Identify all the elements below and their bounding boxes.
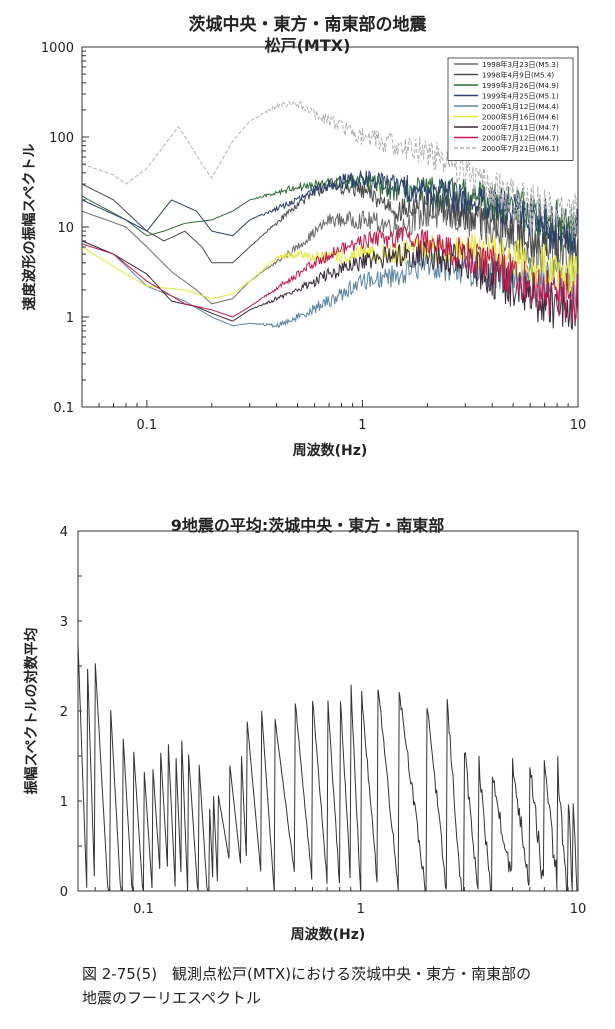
chart2-x-axis-label: 周波数(Hz)	[291, 926, 366, 943]
legend-entry: 2000年5月16日(M4.6)	[482, 113, 559, 122]
legend-entry: 2000年7月21日(M6.1)	[482, 144, 559, 153]
chart2-series-line-1	[77, 643, 578, 893]
chart1-x-tick-label: 1	[358, 418, 366, 433]
chart1-x-axis-label: 周波数(Hz)	[293, 442, 368, 459]
chart1-y-tick-label: 10	[57, 221, 74, 236]
chart2-y-tick-label: 0	[60, 885, 68, 900]
chart2-axes: 0.1 1 10 0 1 2 3 4 周波数(Hz) 振幅スペクトルの対数平均	[23, 525, 586, 943]
legend-entry: 1998年4月9日(M5.4)	[482, 71, 554, 80]
chart2-x-tick-label: 0.1	[133, 902, 154, 917]
chart2-title: 9地震の平均:茨城中央・東方・南東部	[170, 516, 445, 535]
chart2-x-tick-label: 1	[357, 902, 365, 917]
chart1-series-line-9	[81, 100, 579, 241]
chart1-x-tick-label: 0.1	[137, 418, 158, 433]
legend-entry: 1999年3月26日(M4.9)	[482, 81, 559, 90]
legend-entry: 1999年4月25日(M5.1)	[482, 92, 559, 101]
chart2-y-tick-label: 2	[60, 705, 68, 720]
chart2-y-tick-label: 1	[60, 795, 68, 810]
chart1-subtitle: 松戸(MTX)	[264, 36, 351, 55]
chart1-series-line-7	[81, 240, 579, 330]
chart2-x-tick-label: 10	[570, 902, 587, 917]
chart1-y-axis-label: 速度波形の振幅スペクトル	[21, 143, 38, 310]
legend-entry: 2000年7月12日(M4.7)	[482, 134, 559, 143]
chart2-y-tick-label: 3	[60, 615, 68, 630]
chart1-y-tick-label: 0.1	[53, 401, 74, 416]
chart1-y-tick-label: 1	[66, 311, 74, 326]
chart1-series-line-8	[81, 226, 579, 323]
figure-caption-line2: 地震のフーリエスペクトル	[82, 989, 261, 1007]
legend-entry: 2000年1月12日(M4.4)	[482, 102, 559, 111]
chart1-curves	[81, 100, 579, 330]
chart1-axes: 0.1 1 10 0.1 1 10 100 1000 周波数(Hz) 速度波形の振幅スペクトル	[21, 41, 586, 459]
chart1-legend: 1998年3月23日(M5.3) 1998年4月9日(M5.4)1999年3月26…	[447, 57, 574, 161]
chart2-y-axis-label: 振幅スペクトルの対数平均	[23, 627, 40, 794]
chart1-series-line-4	[81, 170, 579, 254]
chart1-title: 茨城中央・東方・南東部の地震	[188, 15, 427, 35]
chart1-series-line-6	[81, 233, 579, 300]
chart1-series-line-1	[81, 200, 579, 305]
chart2-curves	[77, 643, 578, 893]
chart1-y-tick-label: 1000	[41, 41, 74, 56]
chart1-y-tick-label: 100	[49, 131, 74, 146]
legend-entry: 1998年3月23日(M5.3)	[482, 60, 559, 69]
legend-entry: 2000年7月11日(M4.7)	[482, 123, 559, 132]
chart2-plot: 0.1 1 10 0 1 2 3 4 周波数(Hz) 振幅スペクトルの対数平均	[23, 525, 586, 943]
figure-caption-line1: 図 2-75(5) 観測点松戸(MTX)における茨城中央・東方・南東部の	[82, 965, 532, 983]
chart1-x-tick-label: 10	[570, 418, 587, 433]
chart1-plot: 0.1 1 10 0.1 1 10 100 1000 周波数(Hz) 速度波形の振幅スペクトル 1…	[21, 41, 586, 459]
chart2-y-tick-label: 4	[60, 525, 68, 540]
